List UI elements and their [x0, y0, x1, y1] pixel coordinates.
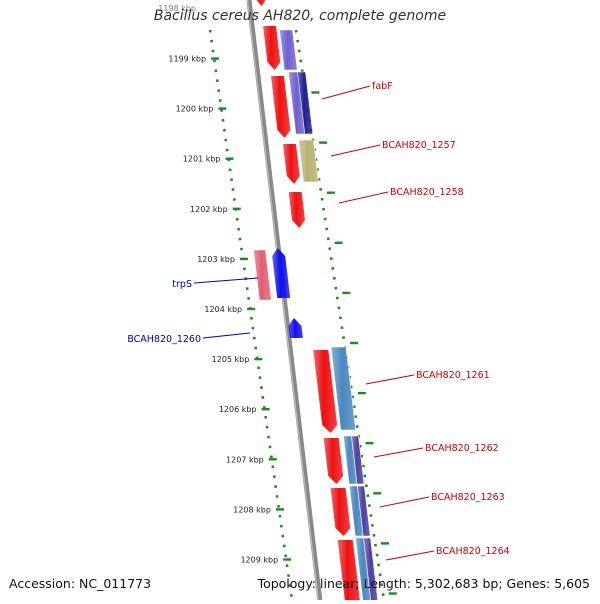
cds-forward-arrow: [270, 76, 291, 138]
right-ruler-dots: [294, 29, 386, 601]
gene-label-bcah820_1258: BCAH820_1258: [390, 187, 464, 198]
tick-label: 1202 kbp: [190, 205, 228, 214]
cog-block: [363, 537, 379, 604]
gene-label-trps: trpS: [172, 279, 192, 290]
gene-label-leader: [338, 191, 389, 204]
backbone-highlight: [246, 0, 319, 601]
tick-label: 1199 kbp: [168, 55, 206, 64]
tick-label: 1206 kbp: [219, 405, 257, 414]
tick-label-group: 1199 kbp 1200 kbp 1201 kbp 1202 kbp 1203 kbp…: [158, 4, 278, 565]
gene-label-leader: [321, 85, 371, 100]
feature-group: [253, 0, 379, 604]
cds-forward-arrow: [282, 144, 300, 184]
rna-reverse-block: [253, 249, 272, 301]
gene-label-bcah820_1260: BCAH820_1260: [127, 334, 201, 345]
gene-label-leader: [379, 496, 430, 508]
cds-forward-arrow: [263, 26, 281, 70]
gene-label-leader: [373, 447, 424, 458]
cog-block: [330, 346, 357, 431]
tick-label: 1204 kbp: [204, 305, 242, 314]
cds-reverse-arrow: [272, 248, 291, 298]
gene-label-leader: [202, 332, 251, 339]
tick-label: 1203 kbp: [197, 255, 235, 264]
gene-label-leader: [330, 144, 381, 157]
backbone-group: [246, 0, 323, 601]
tick-label: 1207 kbp: [226, 455, 264, 464]
genome-summary-text: Topology: linear; Length: 5,302,683 bp; …: [257, 576, 590, 591]
cds-forward-arrow: [323, 438, 344, 484]
tick-label: 1200 kbp: [176, 105, 214, 114]
cds-reverse-arrow: [288, 318, 303, 338]
map-title: Bacillus cereus AH820, complete genome: [153, 8, 447, 24]
gene-label-leader: [385, 550, 435, 561]
gene-label-bcah820_1257: BCAH820_1257: [382, 140, 456, 151]
gene-label-leader: [365, 374, 415, 385]
tick-label: 1208 kbp: [233, 505, 271, 514]
gene-label-leader: [193, 277, 259, 284]
gene-label-bcah820_1262: BCAH820_1262: [425, 443, 499, 454]
cog-block: [297, 71, 314, 135]
gene-label-bcah820_1263: BCAH820_1263: [431, 492, 505, 503]
tick-label: 1201 kbp: [183, 155, 221, 164]
tick-label-faded: 1198 kbp: [158, 4, 196, 13]
gene-label-fabf: fabF: [372, 81, 393, 92]
gene-label-bcah820_1261: BCAH820_1261: [416, 370, 490, 381]
backbone-line: [246, 0, 323, 601]
tick-label: 1209 kbp: [240, 556, 278, 565]
ruler-group: [208, 29, 397, 601]
gene-label-group: fabF BCAH820_1257 BCAH820_1258 BCAH820_1261…: [127, 81, 510, 561]
cds-forward-arrow: [313, 350, 338, 433]
tick-label: 1205 kbp: [212, 355, 250, 364]
cog-block: [357, 485, 371, 537]
cds-forward-arrow: [330, 488, 351, 536]
cog-block: [279, 29, 298, 71]
cds-forward-arrow: [337, 540, 361, 604]
cds-forward-arrow: [256, 0, 266, 6]
cds-forward-arrow: [288, 192, 305, 228]
cog-block: [355, 537, 372, 604]
cog-block: [351, 435, 365, 485]
gene-label-bcah820_1264: BCAH820_1264: [436, 546, 510, 557]
cog-block: [298, 139, 319, 183]
accession-text: Accession: NC_011773: [9, 576, 152, 591]
